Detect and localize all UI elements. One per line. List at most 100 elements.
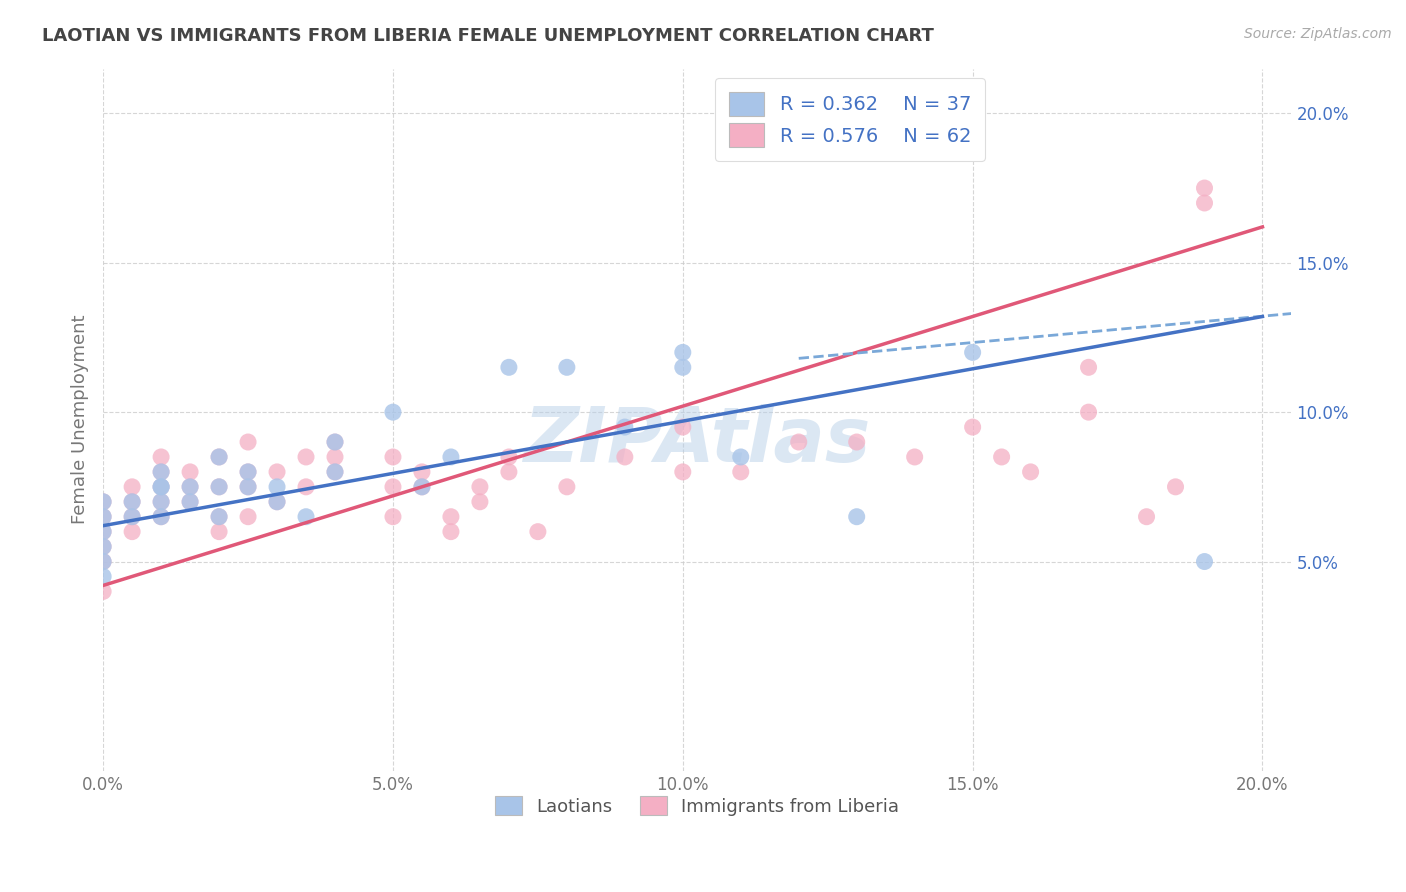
Point [208,480,231,494]
Point [498,360,520,375]
Point [121,509,143,524]
Y-axis label: Female Unemployment: Female Unemployment [72,315,89,524]
Point [962,345,984,359]
Point [527,524,550,539]
Point [1135,509,1157,524]
Point [730,450,752,464]
Point [295,509,318,524]
Text: Source: ZipAtlas.com: Source: ZipAtlas.com [1244,27,1392,41]
Point [150,480,173,494]
Point [121,495,143,509]
Legend: Laotians, Immigrants from Liberia: Laotians, Immigrants from Liberia [486,788,908,825]
Point [91,524,114,539]
Point [150,495,173,509]
Point [266,465,288,479]
Point [1019,465,1042,479]
Point [121,509,143,524]
Text: ZIPAtlas: ZIPAtlas [523,404,870,478]
Point [323,465,346,479]
Point [845,435,868,450]
Point [672,420,695,434]
Point [672,345,695,359]
Point [411,465,433,479]
Point [1194,196,1216,211]
Point [266,480,288,494]
Point [468,480,491,494]
Point [1077,405,1099,419]
Point [179,495,201,509]
Point [208,450,231,464]
Point [179,480,201,494]
Point [468,495,491,509]
Point [323,465,346,479]
Point [323,435,346,450]
Point [91,540,114,554]
Point [787,435,810,450]
Point [236,435,259,450]
Point [236,480,259,494]
Point [91,509,114,524]
Point [208,450,231,464]
Point [672,360,695,375]
Point [121,495,143,509]
Point [91,569,114,583]
Point [613,450,636,464]
Point [91,555,114,569]
Point [411,480,433,494]
Point [1194,555,1216,569]
Point [236,465,259,479]
Point [208,524,231,539]
Point [323,450,346,464]
Point [179,495,201,509]
Point [730,465,752,479]
Point [1194,181,1216,195]
Point [498,465,520,479]
Point [845,509,868,524]
Point [91,555,114,569]
Point [150,465,173,479]
Point [990,450,1012,464]
Point [904,450,927,464]
Point [208,509,231,524]
Point [91,524,114,539]
Point [91,540,114,554]
Point [1164,480,1187,494]
Point [236,509,259,524]
Point [150,480,173,494]
Point [91,495,114,509]
Point [91,509,114,524]
Point [295,480,318,494]
Point [555,480,578,494]
Point [236,480,259,494]
Point [381,509,404,524]
Point [440,509,463,524]
Point [672,465,695,479]
Point [411,480,433,494]
Point [150,509,173,524]
Point [121,480,143,494]
Point [1077,360,1099,375]
Point [236,465,259,479]
Point [440,450,463,464]
Point [266,495,288,509]
Text: LAOTIAN VS IMMIGRANTS FROM LIBERIA FEMALE UNEMPLOYMENT CORRELATION CHART: LAOTIAN VS IMMIGRANTS FROM LIBERIA FEMAL… [42,27,934,45]
Point [555,360,578,375]
Point [266,495,288,509]
Point [150,509,173,524]
Point [381,480,404,494]
Point [962,420,984,434]
Point [91,584,114,599]
Point [613,420,636,434]
Point [150,480,173,494]
Point [150,465,173,479]
Point [91,495,114,509]
Point [381,405,404,419]
Point [179,480,201,494]
Point [179,465,201,479]
Point [208,480,231,494]
Point [295,450,318,464]
Point [440,524,463,539]
Point [121,524,143,539]
Point [323,435,346,450]
Point [381,450,404,464]
